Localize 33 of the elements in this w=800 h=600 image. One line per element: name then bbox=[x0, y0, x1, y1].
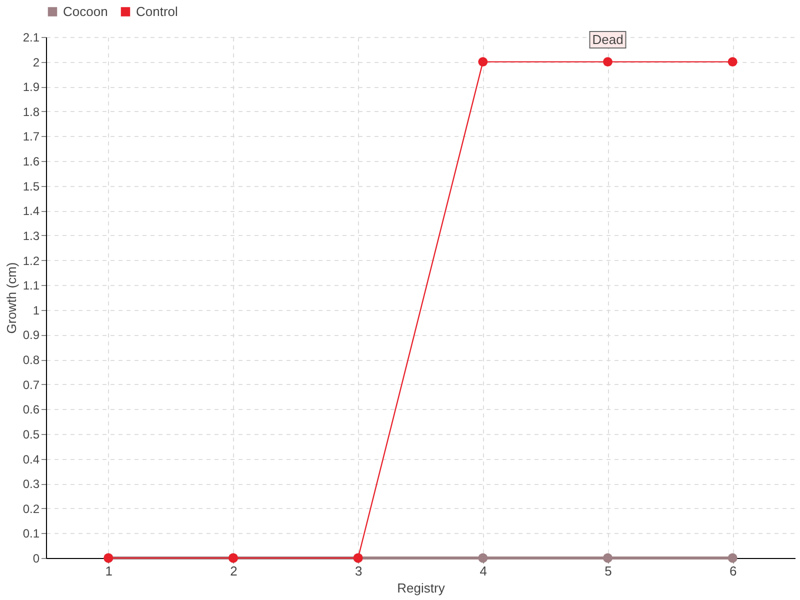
y-tick-label: 1.2 bbox=[22, 254, 40, 268]
y-tick-label: 1.9 bbox=[22, 80, 40, 94]
legend-label: Control bbox=[136, 4, 178, 19]
y-tick-label: 1.5 bbox=[22, 179, 40, 194]
y-tick-label: 1.8 bbox=[22, 104, 40, 119]
y-tick-label: 1.4 bbox=[22, 204, 40, 218]
x-tick-label: 6 bbox=[729, 564, 737, 578]
y-tick-label: 0.5 bbox=[22, 427, 40, 442]
legend-label: Cocoon bbox=[63, 4, 108, 19]
x-tick-label: 4 bbox=[480, 564, 488, 578]
y-tick-label: 0.4 bbox=[22, 452, 40, 466]
y-tick-label: 1.7 bbox=[22, 130, 40, 144]
y-tick-label: 1 bbox=[32, 303, 40, 318]
x-tick-label: 3 bbox=[354, 564, 362, 578]
y-tick-label: 1.3 bbox=[22, 228, 40, 243]
y-tick-label: 0.6 bbox=[22, 402, 40, 417]
x-tick-label: 2 bbox=[230, 564, 238, 578]
annotation: Dead bbox=[592, 32, 624, 47]
y-tick-label: 0.1 bbox=[22, 526, 40, 541]
y-tick-label: 1.6 bbox=[22, 154, 40, 169]
y-tick-label: 0.9 bbox=[22, 328, 40, 342]
y-tick-label: 0 bbox=[32, 552, 40, 566]
y-tick-label: 2 bbox=[32, 55, 40, 70]
x-tick-label: 1 bbox=[105, 564, 113, 578]
x-tick-label: 5 bbox=[604, 564, 612, 578]
y-tick-label: 0.7 bbox=[22, 378, 40, 392]
y-axis-title: Growth (cm) bbox=[4, 262, 19, 334]
x-axis-title: Registry bbox=[397, 580, 446, 596]
y-tick-label: 0.2 bbox=[22, 502, 40, 516]
y-tick-label: 0.8 bbox=[22, 353, 40, 368]
y-tick-label: 1.1 bbox=[22, 278, 40, 293]
y-tick-label: 2.1 bbox=[22, 30, 40, 44]
y-tick-label: 0.3 bbox=[22, 477, 40, 492]
